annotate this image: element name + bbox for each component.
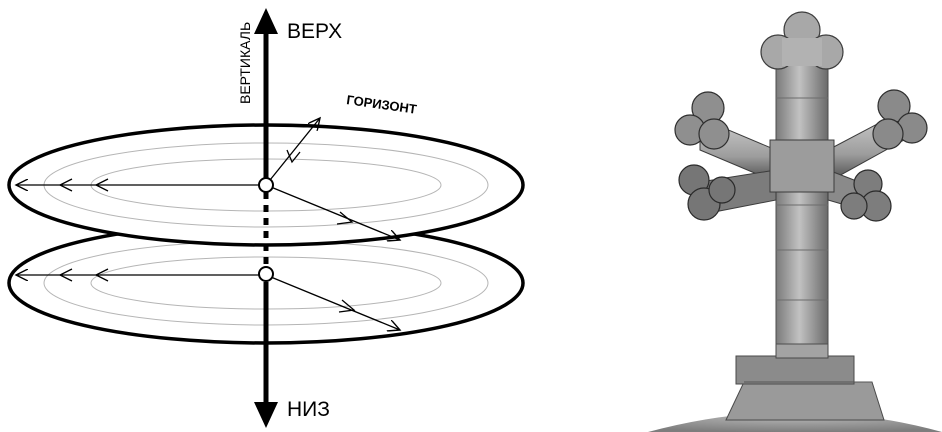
left-trefoil-upper	[674, 91, 730, 150]
label-down: НИЗ	[287, 398, 330, 421]
up-arrowhead	[254, 8, 278, 34]
lobe	[872, 118, 904, 150]
lower-right-chevron	[338, 299, 356, 313]
label-vertical: ВЕРТИКАЛЬ	[237, 22, 253, 104]
cross-shaft	[775, 61, 829, 345]
top-lobe-fill	[782, 38, 822, 66]
crossbar-center	[769, 139, 835, 193]
lobe	[840, 192, 868, 220]
upper-right-arrow	[265, 184, 400, 240]
lobe	[708, 176, 736, 204]
label-horizon: ГОРИЗОНТ	[346, 92, 418, 117]
lower-left-chevrons	[58, 268, 109, 282]
down-arrowhead	[254, 402, 278, 428]
orientation-diagram: ВЕРХ НИЗ ВЕРТИКАЛЬ ГОРИЗОНТ	[7, 8, 525, 428]
right-trefoil-lower	[840, 169, 892, 222]
lower-origin-point	[258, 266, 274, 282]
upper-diagonal-arrow	[265, 118, 320, 186]
lobe	[698, 118, 730, 150]
upper-diagonal-chevron	[286, 149, 301, 164]
cross-pedestal	[725, 341, 885, 421]
vertical-axis	[254, 8, 278, 428]
pedestal-base	[725, 381, 885, 421]
right-trefoil-upper	[872, 89, 928, 150]
shaft-body	[775, 61, 829, 345]
label-up: ВЕРХ	[287, 20, 342, 43]
upper-left-chevrons	[58, 178, 109, 192]
top-trefoil	[760, 11, 844, 70]
upper-right-chevron	[336, 211, 354, 225]
lower-right-arrow	[265, 274, 400, 330]
upper-origin-point	[258, 177, 274, 193]
left-trefoil-lower	[678, 164, 736, 221]
pedestal-mid	[735, 355, 855, 385]
cross-photo	[648, 11, 942, 432]
